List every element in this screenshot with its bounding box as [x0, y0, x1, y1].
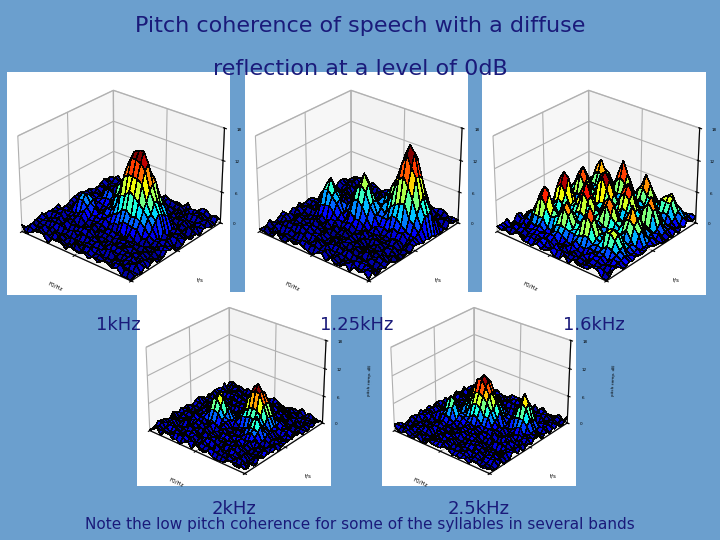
Y-axis label: t/s: t/s [672, 277, 679, 282]
Text: 2kHz: 2kHz [212, 500, 256, 517]
Y-axis label: t/s: t/s [549, 474, 557, 479]
X-axis label: F0/Hz: F0/Hz [168, 477, 184, 488]
X-axis label: F0/Hz: F0/Hz [413, 477, 429, 488]
Text: 1.6kHz: 1.6kHz [563, 316, 625, 334]
X-axis label: F0/Hz: F0/Hz [47, 281, 63, 292]
X-axis label: F0/Hz: F0/Hz [284, 281, 301, 292]
Text: Pitch coherence of speech with a diffuse: Pitch coherence of speech with a diffuse [135, 16, 585, 36]
Y-axis label: t/s: t/s [435, 277, 441, 282]
X-axis label: F0/Hz: F0/Hz [522, 281, 539, 292]
Text: 1.25kHz: 1.25kHz [320, 316, 393, 334]
Y-axis label: t/s: t/s [305, 474, 312, 479]
Y-axis label: t/s: t/s [197, 277, 204, 282]
Text: reflection at a level of 0dB: reflection at a level of 0dB [212, 59, 508, 79]
Text: 1kHz: 1kHz [96, 316, 141, 334]
Text: 2.5kHz: 2.5kHz [448, 500, 510, 517]
Text: Note the low pitch coherence for some of the syllables in several bands: Note the low pitch coherence for some of… [85, 517, 635, 532]
